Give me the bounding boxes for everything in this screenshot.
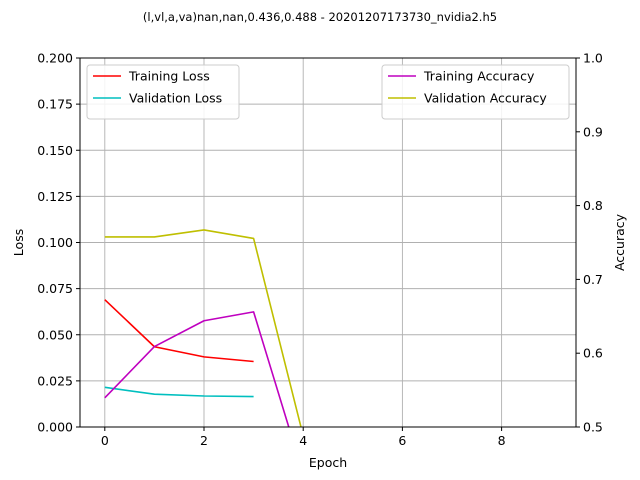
y-left-tick-label: 0.100 (37, 235, 73, 250)
y-right-axis-label: Accuracy (612, 213, 627, 271)
legend-accuracy: Training Accuracy Validation Accuracy (381, 64, 570, 120)
legend-box (86, 64, 240, 120)
series-line-validation-accuracy (104, 229, 302, 427)
y-right-tick-label: 0.8 (583, 198, 603, 213)
y-left-tick-label: 0.075 (37, 281, 73, 296)
x-axis-label: Epoch (309, 455, 347, 470)
y-left-tick-label: 0.150 (37, 143, 73, 158)
legend-loss: Training Loss Validation Loss (86, 64, 240, 120)
y-right-tick-label: 0.9 (583, 124, 603, 139)
y-left-tick-label: 0.050 (37, 327, 73, 342)
legend-label-validation-loss: Validation Loss (129, 91, 222, 106)
legend-label-training-loss: Training Loss (128, 69, 210, 84)
y-left-tick-label: 0.125 (37, 189, 73, 204)
series-line-validation-loss (104, 386, 254, 398)
x-tick-label: 4 (299, 433, 307, 448)
series-line-training-accuracy (104, 311, 290, 427)
y-right-tick-label: 0.6 (583, 346, 603, 361)
ticks: 0 2 4 6 8 0.000 0.025 0.050 0.075 0.100 0.125 0.150… (37, 51, 603, 449)
series-line-training-loss (104, 299, 254, 363)
series-layer (104, 229, 302, 427)
legend-label-validation-accuracy: Validation Accuracy (424, 91, 547, 106)
legend-box (381, 64, 570, 120)
y-left-tick-label: 0.000 (37, 420, 73, 435)
y-right-tick-label: 1.0 (583, 51, 603, 66)
x-tick-label: 2 (200, 433, 208, 448)
y-left-tick-label: 0.025 (37, 373, 73, 388)
y-left-tick-label: 0.175 (37, 97, 73, 112)
legend-label-training-accuracy: Training Accuracy (423, 69, 535, 84)
y-left-axis-label: Loss (11, 229, 26, 256)
y-right-tick-label: 0.5 (583, 420, 603, 435)
x-tick-label: 8 (498, 433, 506, 448)
y-right-tick-label: 0.7 (583, 272, 603, 287)
y-left-tick-label: 0.200 (37, 51, 73, 66)
x-tick-label: 0 (101, 433, 109, 448)
x-tick-label: 6 (398, 433, 406, 448)
chart-title: (l,vl,a,va)nan,nan,0.436,0.488 - 2020120… (143, 10, 497, 24)
